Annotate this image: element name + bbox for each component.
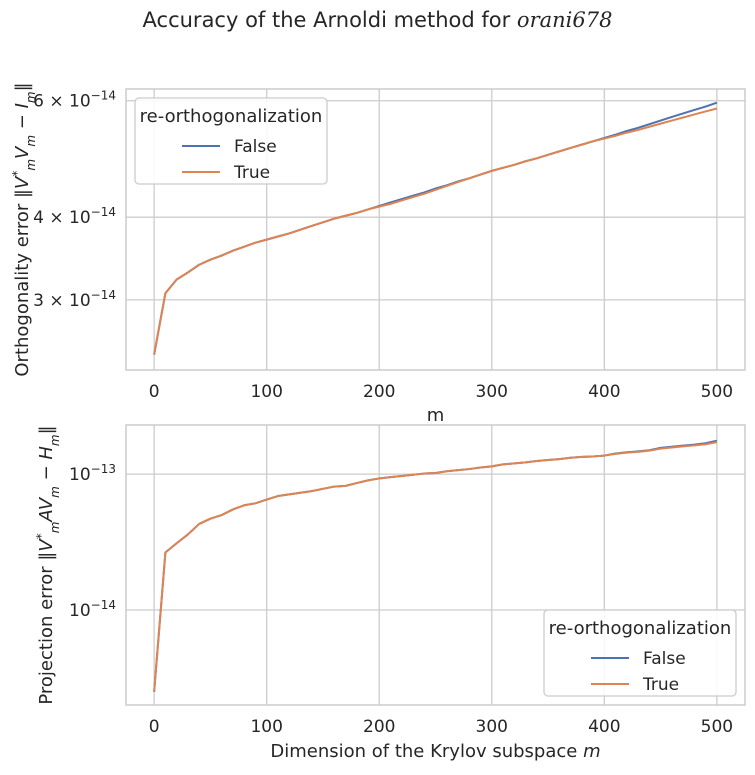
x-tick-label: 200 xyxy=(363,717,395,737)
legend-box xyxy=(543,609,737,697)
axes-frame xyxy=(125,88,746,371)
subplot-1: 0 100 200 300 400 500 3 × 10−14 4 × 10−14 6 × 10… xyxy=(10,82,746,426)
legend-label-false: False xyxy=(643,649,686,669)
series-line-true xyxy=(153,107,718,355)
x-tick-label: 500 xyxy=(701,717,733,737)
x-tick-label: 0 xyxy=(149,717,160,737)
x-axis-label: Dimension of the Krylov subspace m xyxy=(270,741,600,762)
x-tick-label: 500 xyxy=(701,382,733,402)
x-tick-label: 100 xyxy=(250,717,282,737)
legend-label-false: False xyxy=(234,137,277,157)
legend-box xyxy=(134,97,328,185)
subplot-2: 0 100 200 300 400 500 10−14 10−13 Dimension of t… xyxy=(34,424,746,762)
y-axis-label: Orthogonality error ‖V*mVm − Im‖ xyxy=(10,82,38,376)
x-tick-label: 300 xyxy=(476,717,508,737)
y-tick-label: 6 × 10−14 xyxy=(33,89,116,112)
x-tick-label: 400 xyxy=(588,382,620,402)
legend: re-orthogonalization False True xyxy=(543,609,737,697)
figure-title: Accuracy of the Arnoldi method for orani… xyxy=(0,8,755,32)
y-axis-label: Projection error ‖V*mAVm − Hm‖ xyxy=(34,425,62,704)
y-tick-label: 4 × 10−14 xyxy=(33,205,116,228)
legend-label-true: True xyxy=(642,675,679,695)
y-tick-label: 10−14 xyxy=(69,598,116,621)
legend-title: re-orthogonalization xyxy=(549,618,732,639)
x-tick-label: 300 xyxy=(476,382,508,402)
figure-title-matrix: orani678 xyxy=(516,8,613,32)
y-tick-label: 10−13 xyxy=(69,462,116,485)
x-tick-label: 400 xyxy=(588,717,620,737)
x-axis-label: m xyxy=(427,405,445,426)
x-tick-label: 100 xyxy=(250,382,282,402)
x-tick-label: 200 xyxy=(363,382,395,402)
series-line-true xyxy=(153,441,718,692)
legend-title: re-orthogonalization xyxy=(140,106,323,127)
figure-title-prefix: Accuracy of the Arnoldi method for xyxy=(142,8,517,32)
y-tick-label: 3 × 10−14 xyxy=(33,288,116,311)
axes-frame xyxy=(125,424,746,706)
x-tick-label: 0 xyxy=(149,382,160,402)
legend-label-true: True xyxy=(233,163,270,183)
legend: re-orthogonalization False True xyxy=(134,97,328,185)
